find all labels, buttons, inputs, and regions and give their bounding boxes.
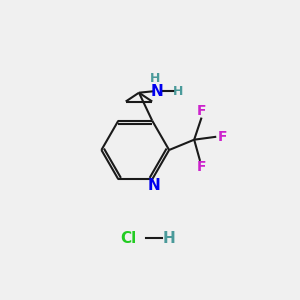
Text: F: F xyxy=(197,104,206,118)
Text: F: F xyxy=(218,130,227,144)
Text: N: N xyxy=(150,84,163,99)
Text: F: F xyxy=(197,160,206,174)
Text: H: H xyxy=(150,72,160,86)
Text: N: N xyxy=(147,178,160,193)
Text: H: H xyxy=(172,85,183,98)
Text: Cl: Cl xyxy=(120,231,136,246)
Text: H: H xyxy=(163,231,175,246)
